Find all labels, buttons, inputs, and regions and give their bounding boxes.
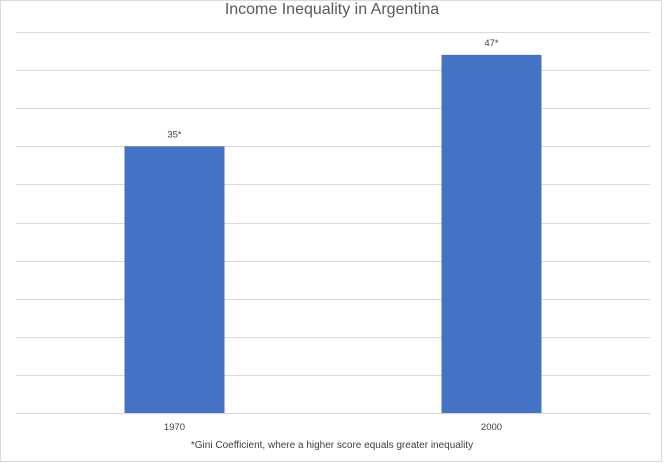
gridlines (16, 32, 650, 414)
x-tick-label-1970: 1970 (164, 422, 185, 433)
data-label-1970: 35* (167, 129, 182, 140)
bar-2000 (441, 54, 542, 414)
chart-title: Income Inequality in Argentina (225, 1, 439, 18)
footnote: *Gini Coefficient, where a higher score … (191, 440, 473, 451)
data-labels: 35* 47* (167, 38, 499, 140)
bar-1970 (124, 146, 225, 414)
bars (124, 54, 542, 414)
data-label-2000: 47* (484, 38, 499, 49)
x-tick-label-2000: 2000 (481, 422, 502, 433)
x-axis-ticks: 1970 2000 (164, 422, 502, 433)
